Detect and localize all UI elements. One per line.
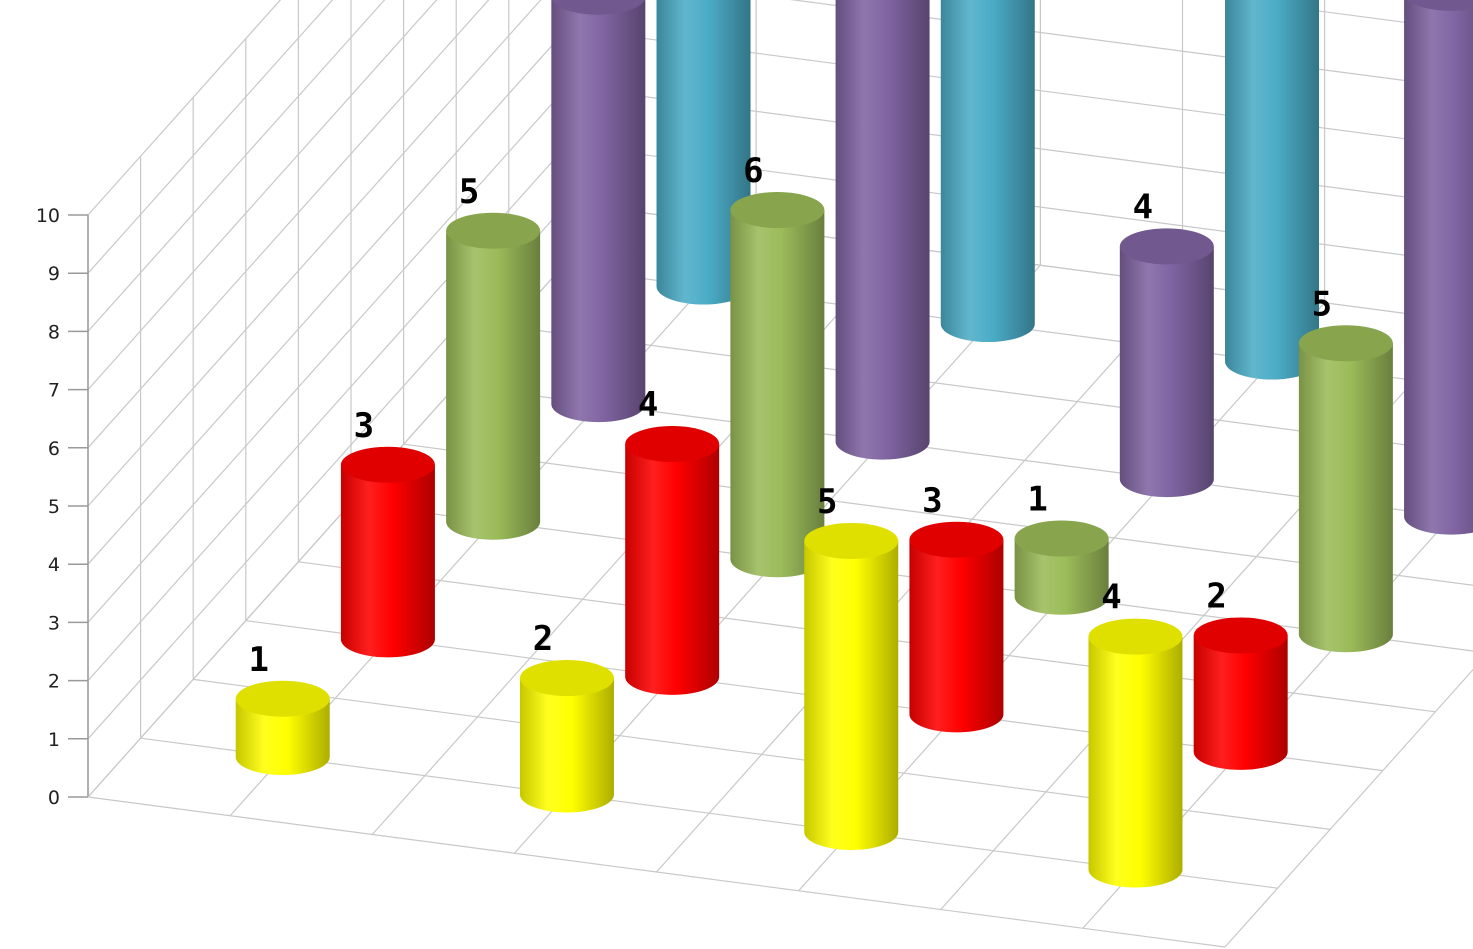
data-label: 2 — [533, 619, 553, 659]
bar-body — [625, 444, 720, 695]
bar — [1404, 0, 1473, 535]
floor-gridline — [140, 737, 1278, 889]
y-tick-label: 6 — [48, 438, 60, 460]
bar-body — [340, 464, 435, 658]
bar-body — [551, 0, 646, 423]
bar — [519, 660, 614, 813]
bar-top — [1088, 618, 1183, 655]
data-label: 2 — [1206, 576, 1226, 616]
bar — [551, 0, 646, 423]
side-wall-gridline — [87, 0, 282, 216]
bar-body — [235, 698, 330, 775]
bar-top — [1193, 617, 1288, 654]
bar — [730, 192, 825, 578]
side-wall-gridline — [87, 0, 334, 274]
bar-top — [909, 521, 1004, 558]
bar-body — [1225, 0, 1320, 380]
bar-body — [1298, 343, 1393, 653]
floor-gridline — [456, 384, 1473, 521]
bar-top — [552, 0, 645, 15]
y-tick-label: 5 — [48, 496, 60, 518]
bar-top — [1014, 520, 1109, 557]
side-wall-grid — [87, 0, 615, 798]
data-label: 3 — [922, 481, 942, 521]
y-tick-label: 7 — [48, 380, 60, 402]
y-tick-label: 3 — [48, 612, 60, 634]
y-tick-label: 8 — [48, 321, 60, 343]
data-label: 4 — [638, 385, 658, 425]
data-label: 5 — [459, 172, 479, 212]
bar-body — [1404, 0, 1473, 535]
data-label: 4 — [1133, 187, 1153, 227]
bar-body — [1119, 246, 1214, 498]
bar — [1088, 618, 1183, 888]
bar-body — [1088, 636, 1183, 888]
bar-body — [1014, 538, 1109, 615]
floor-gridline — [87, 796, 1226, 948]
data-label: 6 — [743, 151, 763, 191]
bar-body — [446, 230, 541, 540]
y-tick-label: 4 — [48, 554, 60, 576]
bar-top — [804, 522, 899, 559]
data-label: 1 — [248, 640, 268, 680]
data-label: 5 — [1312, 284, 1332, 324]
bar — [235, 680, 330, 775]
bar — [835, 0, 930, 460]
bar — [625, 426, 720, 695]
bar-body — [835, 0, 930, 460]
y-tick-label: 1 — [48, 729, 60, 751]
back-wall-grid — [613, 0, 1473, 323]
bar-top — [625, 426, 720, 463]
bar — [909, 521, 1004, 733]
bar-top — [340, 446, 435, 483]
bar-body — [909, 539, 1004, 733]
bar-body — [804, 540, 899, 850]
bar-body — [656, 0, 751, 305]
data-label: 5 — [817, 482, 837, 522]
bar-body — [519, 678, 614, 813]
data-labels: 9107107849561534321254 — [248, 151, 1332, 680]
bar-top — [235, 680, 330, 717]
y-tick-label: 10 — [36, 205, 60, 227]
y-tick-label: 9 — [48, 263, 60, 285]
bar — [1225, 0, 1320, 380]
data-label: 1 — [1027, 480, 1047, 520]
data-label: 3 — [354, 406, 374, 446]
bar-top — [1407, 0, 1473, 11]
y-tick-label: 2 — [48, 671, 60, 693]
bar — [340, 446, 435, 658]
bar-top — [730, 192, 825, 229]
bars — [235, 0, 1473, 888]
bar — [656, 0, 751, 305]
bar-body — [730, 210, 825, 578]
floor-gridline — [1224, 668, 1473, 948]
bar — [1119, 228, 1214, 498]
bar-top — [519, 660, 614, 697]
y-tick-label: 0 — [48, 787, 60, 809]
bar-body — [940, 0, 1035, 343]
bar-top — [446, 212, 541, 249]
bar — [446, 212, 541, 540]
y-axis-tick-labels: 0 1 2 3 4 5 6 7 8 9 10 — [36, 205, 88, 809]
bar — [1298, 325, 1393, 653]
bar-top — [1298, 325, 1393, 362]
bar-top — [1119, 228, 1214, 265]
bar-body — [1193, 635, 1288, 770]
bar — [1193, 617, 1288, 770]
bar — [804, 522, 899, 850]
data-label: 4 — [1101, 578, 1121, 618]
bar — [940, 0, 1035, 343]
bar — [1014, 520, 1109, 615]
